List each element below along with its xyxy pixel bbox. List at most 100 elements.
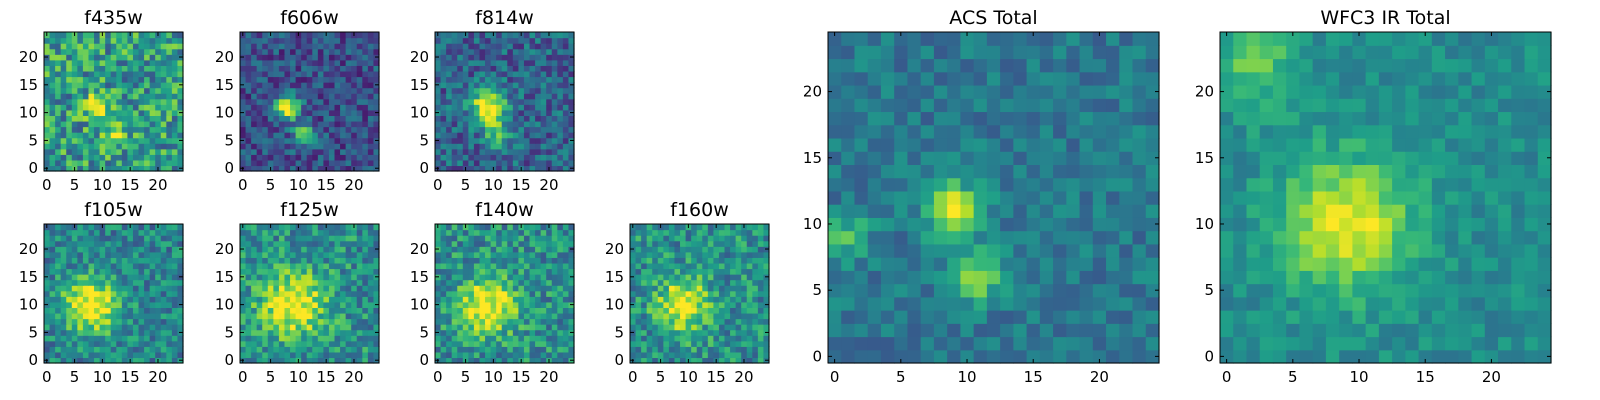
heatmap-cell <box>746 240 753 247</box>
heatmap-cell <box>262 109 269 116</box>
heatmap-cell <box>284 329 291 336</box>
heatmap-cell <box>66 229 73 236</box>
heatmap-cell <box>1000 164 1014 179</box>
heatmap-cell <box>473 240 481 247</box>
heatmap-cell <box>77 301 84 308</box>
heatmap-cell <box>933 336 948 351</box>
heatmap-cell <box>741 346 748 353</box>
heatmap-cell <box>171 312 179 320</box>
heatmap-cell <box>284 32 291 39</box>
heatmap-cell <box>523 70 531 78</box>
heatmap-cell <box>657 262 664 270</box>
heatmap-cell <box>71 346 78 353</box>
heatmap-cell <box>496 290 503 297</box>
heatmap-cell <box>535 93 542 100</box>
heatmap-cell <box>557 137 564 144</box>
heatmap-cell <box>707 329 714 336</box>
heatmap-cell <box>240 37 247 44</box>
heatmap-cell <box>345 137 352 144</box>
heatmap-cell <box>373 224 380 231</box>
heatmap-cell <box>149 340 156 347</box>
heatmap-cell <box>546 312 553 320</box>
heatmap-cell <box>523 307 531 314</box>
heatmap-cell <box>362 279 369 286</box>
heatmap-cell <box>485 301 492 308</box>
heatmap-cell <box>568 346 575 353</box>
heatmap-cell <box>166 357 173 364</box>
heatmap-cell <box>1066 164 1081 179</box>
heatmap-cell <box>568 43 575 50</box>
heatmap-cell <box>60 240 67 247</box>
heatmap-cell <box>132 87 140 94</box>
heatmap-cell <box>49 159 56 167</box>
heatmap-cell <box>652 224 659 231</box>
heatmap-cell <box>155 37 162 44</box>
heatmap-cell <box>663 357 670 364</box>
heatmap-cell <box>707 346 714 353</box>
heatmap-cell <box>290 324 297 331</box>
heatmap-cell <box>373 32 380 39</box>
heatmap-cell <box>317 351 324 359</box>
heatmap-cell <box>496 257 503 264</box>
heatmap-cell <box>284 143 291 150</box>
heatmap-cell <box>273 262 280 270</box>
heatmap-cell <box>562 159 570 167</box>
heatmap-cell <box>284 104 291 111</box>
heatmap-cell <box>323 257 330 264</box>
heatmap-cell <box>166 148 173 155</box>
heatmap-cell <box>44 340 51 347</box>
heatmap-cell <box>557 268 564 275</box>
heatmap-cell <box>757 296 765 303</box>
heatmap-cell <box>251 279 258 286</box>
heatmap-cell <box>245 285 252 292</box>
heatmap-cell <box>1053 190 1067 205</box>
heatmap-cell <box>362 324 369 331</box>
heatmap-cell <box>251 235 258 242</box>
heatmap-cell <box>99 132 106 139</box>
heatmap-cell <box>306 357 313 364</box>
heatmap-cell <box>328 251 336 258</box>
heatmap-cell <box>116 120 123 128</box>
heatmap-cell <box>490 285 497 292</box>
heatmap-cell <box>512 285 519 292</box>
heatmap-cell <box>535 32 542 39</box>
heatmap-cell <box>55 290 62 297</box>
heatmap-cell <box>367 54 375 61</box>
heatmap-cell <box>49 87 56 94</box>
heatmap-cell <box>177 148 184 155</box>
heatmap-cell <box>49 82 56 89</box>
heatmap-cell <box>457 104 464 111</box>
heatmap-cell <box>1000 283 1014 298</box>
heatmap-cell <box>652 335 659 342</box>
heatmap-cell <box>551 324 558 331</box>
heatmap-cell <box>440 351 447 359</box>
heatmap-cell <box>295 246 302 253</box>
heatmap-cell <box>496 87 503 94</box>
heatmap-cell <box>529 329 536 336</box>
heatmap-cell <box>462 324 469 331</box>
heatmap-cell <box>110 301 117 308</box>
heatmap-cell <box>880 296 895 311</box>
heatmap-cell <box>99 76 106 83</box>
heatmap-cell <box>562 82 570 89</box>
heatmap-cell <box>473 43 481 50</box>
heatmap-cell <box>138 93 145 100</box>
heatmap-cell <box>177 268 184 275</box>
heatmap-cell <box>828 204 842 218</box>
heatmap-cell <box>328 37 336 44</box>
heatmap-cell <box>373 70 380 78</box>
heatmap-cell <box>71 87 78 94</box>
heatmap-cell <box>446 70 453 78</box>
y-tick-label: 5 <box>28 131 38 149</box>
heatmap-cell <box>177 126 184 133</box>
heatmap-cell <box>144 54 151 61</box>
heatmap-cell <box>138 251 145 258</box>
heatmap-cell <box>490 346 497 353</box>
heatmap-cell <box>177 240 184 247</box>
heatmap-cell <box>60 54 67 61</box>
heatmap-cell <box>317 318 324 325</box>
heatmap-cell <box>523 87 531 94</box>
heatmap-cell <box>340 76 347 83</box>
heatmap-cell <box>149 251 156 258</box>
